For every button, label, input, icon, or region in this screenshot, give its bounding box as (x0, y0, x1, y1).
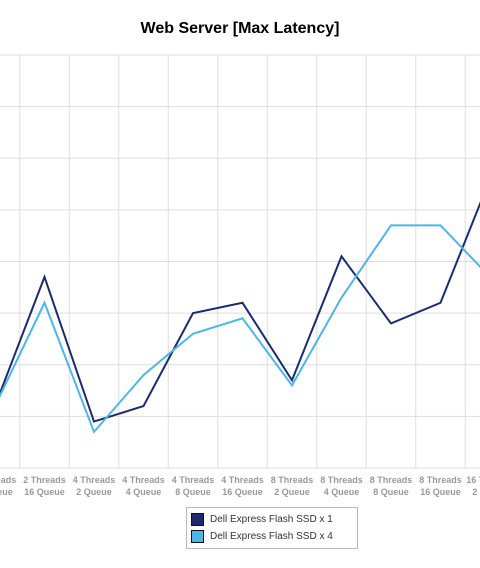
legend-item: Dell Express Flash SSD x 4 (191, 528, 353, 545)
x-tick-label: 16 Threads 2 Queue (466, 475, 480, 497)
x-tick-label: 8 Threads 2 Queue (270, 475, 314, 497)
x-tick-label: 2 Threads 8 Queue (0, 475, 17, 497)
x-tick-label: 4 Threads 4 Queue (122, 475, 165, 497)
legend-swatch (191, 513, 204, 526)
x-tick-label: 8 Threads 8 Queue (369, 475, 413, 497)
legend: Dell Express Flash SSD x 1 Dell Express F… (186, 507, 358, 549)
x-tick-label: 2 Threads 16 Queue (23, 475, 66, 497)
x-tick-label: 8 Threads 16 Queue (419, 475, 462, 497)
legend-label: Dell Express Flash SSD x 4 (210, 531, 333, 542)
x-tick-label: 4 Threads 8 Queue (171, 475, 215, 497)
legend-label: Dell Express Flash SSD x 1 (210, 514, 333, 525)
x-tick-label: 4 Threads 16 Queue (221, 475, 264, 497)
chart-title: Web Server [Max Latency] (140, 20, 340, 37)
line-series (0, 224, 480, 434)
x-tick-label: 8 Threads 4 Queue (320, 475, 363, 497)
legend-item: Dell Express Flash SSD x 1 (191, 511, 353, 528)
legend-swatch (191, 530, 204, 543)
line-series (0, 201, 480, 423)
x-tick-label: 4 Threads 2 Queue (72, 475, 116, 497)
